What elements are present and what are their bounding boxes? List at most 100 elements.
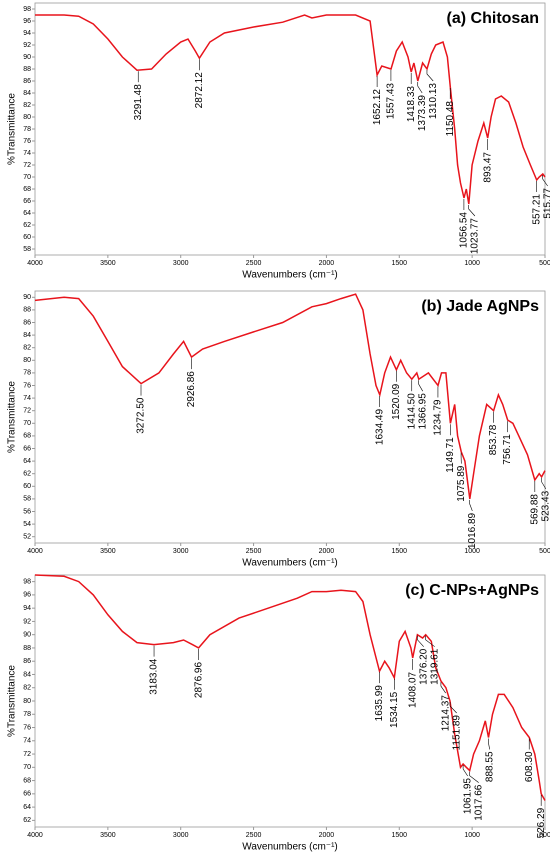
peak-leader: [425, 635, 435, 647]
x-tick-label: 2000: [319, 548, 335, 555]
y-tick-label: 60: [23, 483, 31, 490]
y-tick-label: 78: [23, 126, 31, 133]
peak-leader: [541, 477, 547, 490]
peak-label: 1150.48: [445, 101, 456, 137]
peak-label: 1023.77: [470, 218, 481, 255]
x-tick-label: 3500: [100, 548, 116, 555]
peak-label: 1056.54: [459, 212, 470, 249]
y-tick-label: 92: [23, 42, 31, 49]
x-axis-label: Wavenumbers (cm⁻¹): [242, 558, 337, 569]
peak-label: 853.78: [488, 424, 499, 455]
peak-leader: [468, 205, 476, 217]
y-tick-label: 60: [23, 234, 31, 241]
y-tick-label: 88: [23, 66, 31, 73]
peak-label: 1319.61: [429, 648, 440, 685]
y-tick-label: 84: [23, 671, 31, 678]
peak-label: 523.43: [540, 490, 550, 521]
y-tick-label: 80: [23, 357, 31, 364]
y-tick-label: 64: [23, 458, 31, 465]
x-tick-label: 500: [539, 548, 550, 555]
y-tick-label: 74: [23, 395, 31, 402]
x-tick-label: 1000: [464, 260, 480, 267]
x-tick-label: 3000: [173, 260, 189, 267]
x-tick-label: 3000: [173, 832, 189, 839]
y-tick-label: 90: [23, 54, 31, 61]
x-tick-label: 4000: [27, 260, 43, 267]
x-tick-label: 3500: [100, 832, 116, 839]
y-tick-label: 98: [23, 6, 31, 13]
x-axis-label: Wavenumbers (cm⁻¹): [242, 270, 337, 281]
y-tick-label: 68: [23, 186, 31, 193]
x-tick-label: 2000: [319, 260, 335, 267]
peak-label: 608.30: [524, 751, 535, 782]
peak-leader: [542, 175, 548, 187]
peak-label: 569.88: [529, 494, 540, 525]
y-tick-label: 98: [23, 578, 31, 585]
y-tick-label: 80: [23, 698, 31, 705]
peak-leader: [417, 82, 423, 94]
y-tick-label: 62: [23, 817, 31, 824]
peak-label: 1634.49: [374, 409, 385, 446]
y-tick-label: 96: [23, 592, 31, 599]
x-tick-label: 1000: [464, 832, 480, 839]
peak-label: 3183.04: [149, 658, 160, 695]
panel-title: (b) Jade AgNPs: [421, 298, 539, 315]
x-tick-label: 1500: [391, 260, 407, 267]
peak-leader: [417, 635, 424, 647]
peak-label: 893.47: [482, 152, 493, 183]
y-tick-label: 84: [23, 90, 31, 97]
y-tick-label: 78: [23, 711, 31, 718]
y-tick-label: 88: [23, 307, 31, 314]
x-tick-label: 1000: [464, 548, 480, 555]
peak-label: 515.77: [542, 188, 550, 219]
peak-label: 1214.37: [440, 695, 451, 732]
y-tick-label: 70: [23, 420, 31, 427]
y-tick-label: 70: [23, 764, 31, 771]
x-axis-label: Wavenumbers (cm⁻¹): [242, 842, 337, 853]
x-tick-label: 2500: [246, 548, 262, 555]
peak-label: 1016.89: [467, 512, 478, 549]
y-tick-label: 90: [23, 294, 31, 301]
peak-label: 1557.43: [386, 83, 397, 120]
peak-leader: [426, 70, 434, 82]
x-tick-label: 2000: [319, 832, 335, 839]
panel-title: (a) Chitosan: [447, 10, 539, 27]
x-tick-label: 2500: [246, 832, 262, 839]
peak-leader: [488, 738, 490, 750]
y-tick-label: 80: [23, 114, 31, 121]
peak-leader: [418, 380, 424, 392]
peak-label: 1366.95: [417, 393, 428, 430]
spectrum-line: [34, 574, 546, 801]
y-tick-label: 58: [23, 246, 31, 253]
y-tick-label: 84: [23, 332, 31, 339]
y-tick-label: 68: [23, 433, 31, 440]
y-tick-label: 72: [23, 751, 31, 758]
y-tick-label: 74: [23, 738, 31, 745]
y-tick-label: 62: [23, 222, 31, 229]
y-axis-label: %Transmittance: [7, 381, 18, 453]
y-tick-label: 56: [23, 508, 31, 515]
y-tick-label: 94: [23, 605, 31, 612]
x-tick-label: 4000: [27, 832, 43, 839]
spectrum-line: [34, 293, 546, 500]
y-tick-label: 58: [23, 496, 31, 503]
peak-label: 1635.99: [374, 685, 385, 722]
y-tick-label: 62: [23, 471, 31, 478]
x-tick-label: 3000: [173, 548, 189, 555]
peak-label: 1414.50: [406, 393, 417, 430]
peak-label: 1408.07: [407, 671, 418, 708]
peak-label: 1151.89: [451, 715, 462, 751]
y-tick-label: 70: [23, 174, 31, 181]
peak-label: 2926.86: [186, 371, 197, 408]
y-tick-label: 90: [23, 632, 31, 639]
y-tick-label: 86: [23, 658, 31, 665]
y-axis-label: %Transmittance: [7, 665, 18, 737]
y-tick-label: 92: [23, 618, 31, 625]
y-tick-label: 78: [23, 370, 31, 377]
peak-label: 1075.89: [456, 465, 467, 502]
y-tick-label: 94: [23, 30, 31, 37]
y-tick-label: 68: [23, 777, 31, 784]
y-tick-label: 64: [23, 804, 31, 811]
peak-label: 1017.66: [473, 784, 484, 821]
